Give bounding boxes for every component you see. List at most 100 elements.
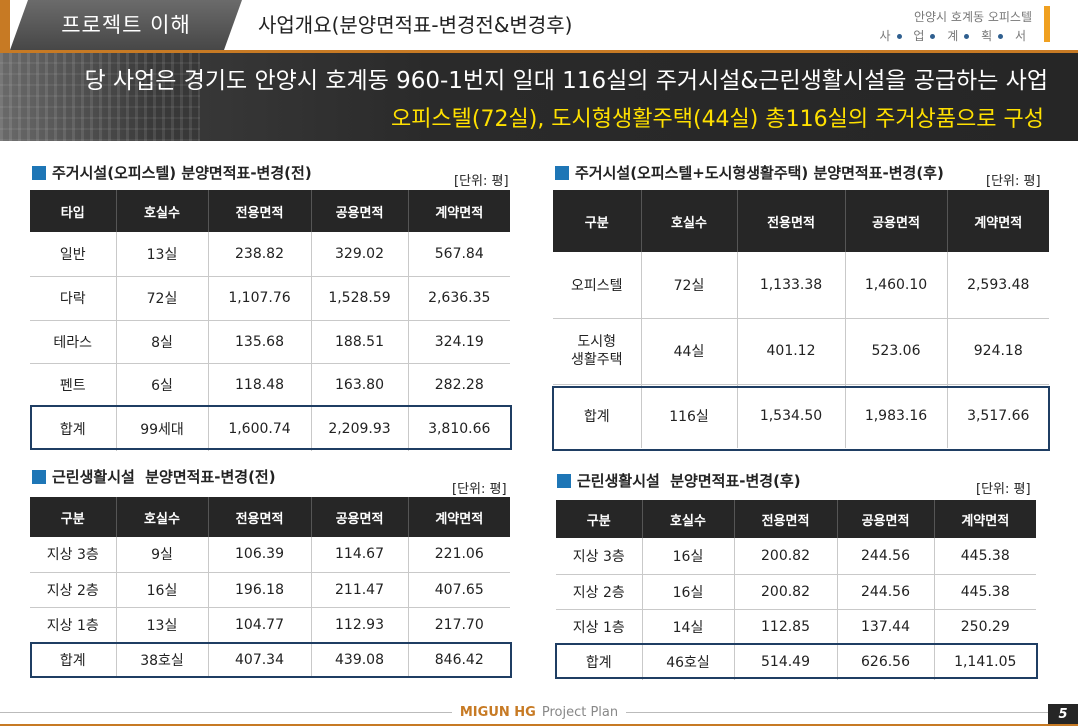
table-cell: 523.06 xyxy=(845,318,948,385)
table-cell: 106.39 xyxy=(208,537,312,573)
table-cell: 407.34 xyxy=(208,642,312,678)
page-header: 프로젝트 이해 사업개요(분양면적표-변경전&변경후) 안양시 호계동 오피스텔… xyxy=(0,0,1078,50)
table-cell: 펜트 xyxy=(30,363,117,407)
section-title-housing-after: 주거시설(오피스텔+도시형생활주택) 분양면적표-변경(후) xyxy=(555,162,944,183)
table-row: 지상 1층 13실 104.77 112.93 217.70 xyxy=(30,607,510,643)
table-cell: 1,534.50 xyxy=(737,384,846,448)
total-row-highlight xyxy=(552,386,1050,451)
table-cell: 1,107.76 xyxy=(208,276,312,321)
table-cell: 329.02 xyxy=(311,232,409,277)
table-row: 지상 3층 9실 106.39 114.67 221.06 xyxy=(30,537,510,573)
banner-line2: 오피스텔(72실), 도시형생활주택(44실) 총116실의 주거상품으로 구성 xyxy=(390,107,1044,132)
table-cell: 지상 2층 xyxy=(30,572,117,608)
table-cell: 116실 xyxy=(641,384,738,448)
table-cell: 924.18 xyxy=(947,318,1049,385)
table-header-row: 타입 호실수 전용면적 공용면적 계약면적 xyxy=(30,190,510,232)
column-header: 전용면적 xyxy=(734,500,838,538)
table-cell: 72실 xyxy=(116,276,209,321)
table-header-row: 구분 호실수 전용면적 공용면적 계약면적 xyxy=(30,497,510,537)
column-header: 호실수 xyxy=(116,190,209,232)
document-label: 안양시 호계동 오피스텔 사 업 계 획 서 xyxy=(879,8,1032,44)
table-cell: 514.49 xyxy=(734,644,838,680)
table-cell: 다락 xyxy=(30,276,117,321)
column-header: 공용면적 xyxy=(311,497,409,537)
table-cell: 16실 xyxy=(116,572,209,608)
table-cell: 3,810.66 xyxy=(428,420,491,437)
bullet-square-icon xyxy=(557,474,571,488)
table-cell: 38호실 xyxy=(116,642,209,678)
table-cell: 135.68 xyxy=(208,320,312,364)
table-cell: 244.56 xyxy=(837,538,935,575)
doc-char: 서 xyxy=(1014,29,1032,43)
table-cell: 567.84 xyxy=(408,232,510,277)
table-cell: 16실 xyxy=(642,574,735,610)
dot-icon xyxy=(930,34,936,39)
table-row: 도시형 생활주택 44실 401.12 523.06 924.18 xyxy=(553,318,1049,385)
page-number: 5 xyxy=(1048,704,1078,726)
section-title-text: 주거시설(오피스텔+도시형생활주택) 분양면적표-변경(후) xyxy=(575,164,944,182)
unit-label: [단위: 평] xyxy=(986,174,1041,189)
bullet-square-icon xyxy=(555,166,569,180)
section-title-retail-after: 근린생활시설 분양면적표-변경(후) xyxy=(557,470,801,491)
table-cell: 324.19 xyxy=(408,320,510,364)
unit-label: [단위: 평] xyxy=(452,482,507,497)
table-total-row: 합계 46호실 514.49 626.56 1,141.05 xyxy=(556,644,1036,680)
table-cell: 439.08 xyxy=(311,642,409,678)
table-cell: 오피스텔 xyxy=(553,252,642,319)
total-row-highlight xyxy=(555,643,1038,679)
table-cell: 2,209.93 xyxy=(311,406,409,451)
column-header: 계약면적 xyxy=(947,190,1049,252)
table-cell: 합계 xyxy=(30,406,117,451)
table-cell: 401.12 xyxy=(737,318,846,385)
column-header: 전용면적 xyxy=(737,190,846,252)
footer-accent-line xyxy=(0,724,1078,726)
table-cell: 합계 xyxy=(30,642,117,678)
table-row: 다락 72실 1,107.76 1,528.59 2,636.35 xyxy=(30,276,510,321)
dot-icon xyxy=(896,34,902,39)
table-row: 지상 3층 16실 200.82 244.56 445.38 xyxy=(556,538,1036,575)
table-cell: 112.85 xyxy=(734,609,838,645)
section-title-housing-before: 주거시설(오피스텔) 분양면적표-변경(전) xyxy=(32,162,312,183)
column-header: 호실수 xyxy=(642,500,735,538)
footer-plan: Project Plan xyxy=(539,705,627,720)
section-title-text: 주거시설(오피스텔) 분양면적표-변경(전) xyxy=(52,164,312,182)
column-header: 계약면적 xyxy=(408,190,510,232)
table-cell: 1,600.74 xyxy=(208,406,312,451)
column-header: 구분 xyxy=(30,497,117,537)
table-total-row: 합계 99세대 1,600.74 2,209.93 3,810.66 xyxy=(30,406,510,451)
table-total-row: 합계 116실 1,534.50 1,983.16 3,517.66 xyxy=(553,384,1049,448)
table-cell: 112.93 xyxy=(311,607,409,643)
section-title-retail-before: 근린생활시설 분양면적표-변경(전) xyxy=(32,466,276,487)
table-cell: 14실 xyxy=(642,609,735,645)
column-header: 전용면적 xyxy=(208,190,312,232)
table-cell: 200.82 xyxy=(734,538,838,575)
table-cell: 지상 3층 xyxy=(30,537,117,573)
dot-icon xyxy=(964,34,970,39)
doc-char: 획 xyxy=(981,29,999,43)
table-retail-before: 구분 호실수 전용면적 공용면적 계약면적 지상 3층 9실 106.39 11… xyxy=(30,497,510,678)
table-cell: 626.56 xyxy=(837,644,935,680)
table-header-row: 구분 호실수 전용면적 공용면적 계약면적 xyxy=(553,190,1049,252)
column-header: 구분 xyxy=(556,500,643,538)
table-cell: 282.28 xyxy=(408,363,510,407)
table-cell: 1,983.16 xyxy=(845,384,948,448)
table-cell: 지상 1층 xyxy=(30,607,117,643)
table-cell: 407.65 xyxy=(408,572,510,608)
table-cell: 13실 xyxy=(116,607,209,643)
section-title-text: 근린생활시설 분양면적표-변경(후) xyxy=(577,472,801,490)
document-label-line2: 사 업 계 획 서 xyxy=(879,27,1032,44)
table-cell: 16실 xyxy=(642,538,735,575)
total-row-highlight xyxy=(30,642,512,678)
table-retail-after: 구분 호실수 전용면적 공용면적 계약면적 지상 3층 16실 200.82 2… xyxy=(556,500,1036,680)
table-cell: 238.82 xyxy=(208,232,312,277)
table-cell: 1,460.10 xyxy=(845,252,948,319)
table-cell: 114.67 xyxy=(311,537,409,573)
table-cell: 44실 xyxy=(641,318,738,385)
table-cell: 250.29 xyxy=(934,609,1036,645)
table-cell: 합계 xyxy=(556,644,643,680)
header-divider xyxy=(0,50,1078,53)
table-cell: 도시형 생활주택 xyxy=(553,318,642,385)
table-cell: 6실 xyxy=(116,363,209,407)
table-total-row: 합계 38호실 407.34 439.08 846.42 xyxy=(30,642,510,678)
table-row: 테라스 8실 135.68 188.51 324.19 xyxy=(30,320,510,364)
